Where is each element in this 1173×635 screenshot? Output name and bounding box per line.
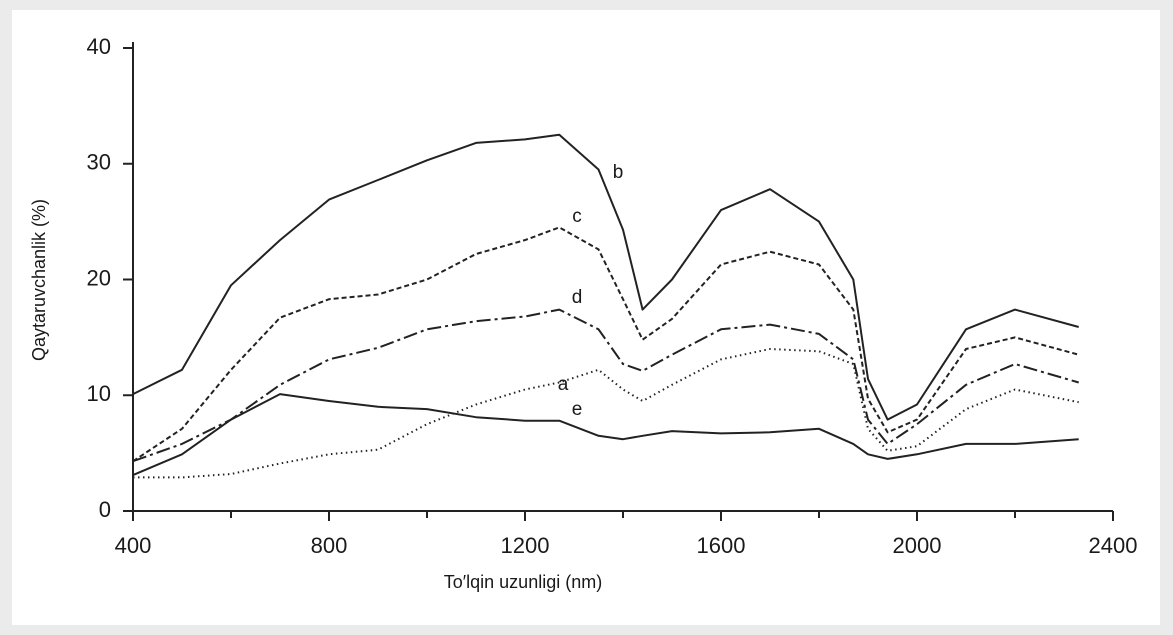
x-tick-label: 2000 — [893, 533, 942, 558]
y-tick-label: 20 — [87, 265, 111, 290]
y-tick-label: 40 — [87, 34, 111, 59]
x-tick-label: 1600 — [697, 533, 746, 558]
series-line — [132, 308, 1079, 463]
x-axis-label: To′lqin uzunligi (nm) — [444, 572, 602, 592]
panel — [12, 10, 1160, 625]
series-label: d — [572, 287, 583, 308]
y-tick-label: 30 — [87, 150, 111, 175]
series-label: b — [613, 162, 624, 183]
x-tick-label: 2400 — [1089, 533, 1138, 558]
series-label: c — [572, 206, 582, 227]
series-label: a — [558, 374, 569, 395]
y-axis-label: Qaytaruvchanlik (%) — [29, 199, 49, 361]
y-tick-label: 0 — [99, 497, 111, 522]
series-label: e — [572, 399, 583, 420]
series-line — [132, 226, 1079, 463]
x-tick-label: 400 — [115, 533, 152, 558]
x-tick-label: 800 — [311, 533, 348, 558]
series-line — [133, 348, 1079, 479]
series-line — [132, 393, 1079, 477]
y-tick-label: 10 — [87, 381, 111, 406]
series-line — [132, 133, 1079, 421]
x-tick-label: 1200 — [501, 533, 550, 558]
